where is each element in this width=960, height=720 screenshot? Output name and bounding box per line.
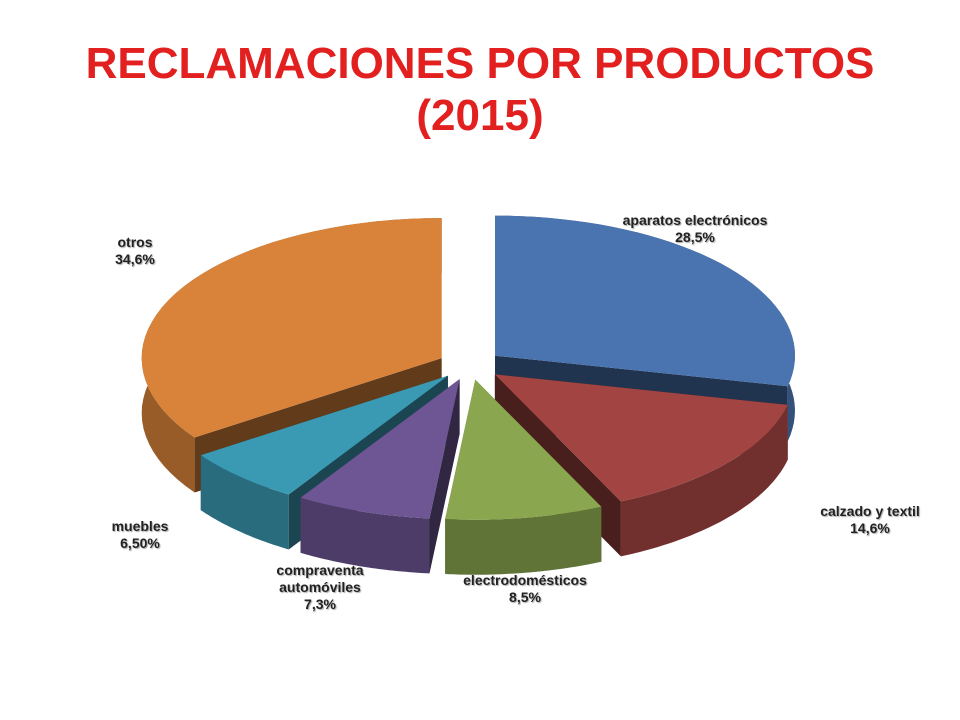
slice-side	[445, 506, 602, 575]
label-name: electrodomésticos	[463, 572, 587, 588]
label-name: aparatos electrónicos	[622, 212, 768, 228]
data-label: electrodomésticos 8,5%	[430, 572, 620, 606]
slice	[141, 218, 442, 438]
slice	[495, 215, 795, 387]
data-label: compraventa automóviles 7,3%	[255, 562, 385, 613]
data-label: muebles 6,50%	[45, 518, 235, 552]
slice	[445, 379, 602, 520]
label-value: 8,5%	[509, 589, 541, 605]
slice-side	[620, 404, 788, 557]
label-value: 28,5%	[675, 229, 715, 245]
chart-title: RECLAMACIONES POR PRODUCTOS (2015)	[85, 39, 875, 140]
slice	[300, 379, 460, 519]
label-value: 7,3%	[304, 596, 336, 612]
slice-side	[300, 497, 430, 574]
slice	[494, 374, 788, 502]
slice	[200, 375, 448, 495]
label-name: otros	[117, 234, 153, 250]
data-label: calzado y textil 14,6%	[775, 503, 960, 537]
label-name: compraventa automóviles	[276, 562, 364, 595]
label-value: 6,50%	[120, 535, 160, 551]
label-value: 14,6%	[850, 520, 890, 536]
label-name: muebles	[111, 518, 169, 534]
slice-side	[200, 455, 289, 550]
label-name: calzado y textil	[820, 503, 920, 519]
label-value: 34,6%	[115, 251, 155, 267]
data-label: otros 34,6%	[40, 234, 230, 268]
data-label: aparatos electrónicos 28,5%	[600, 212, 790, 246]
